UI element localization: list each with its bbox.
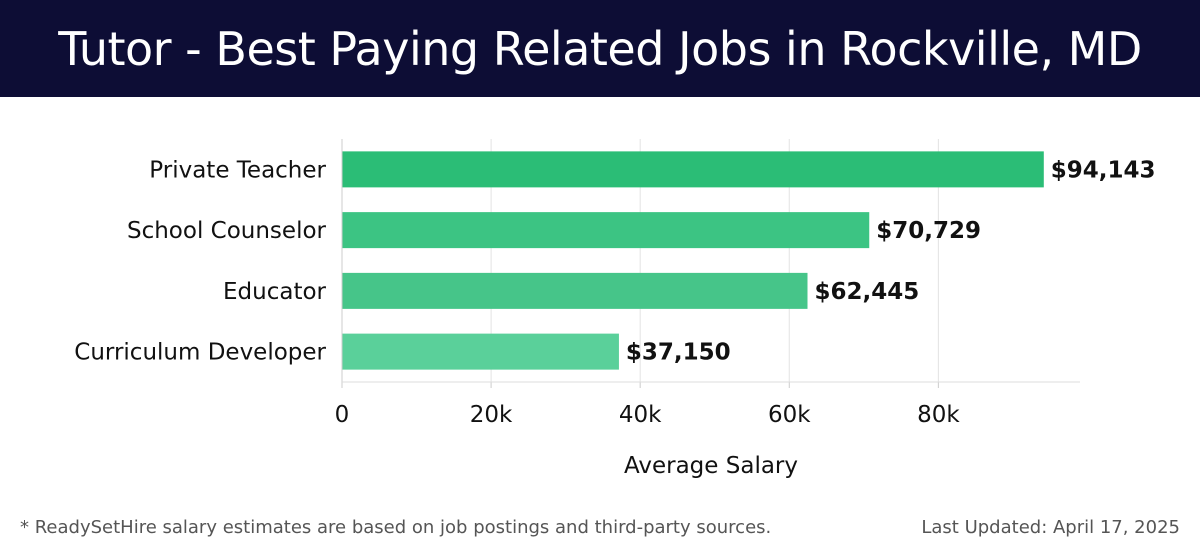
footer-disclaimer: * ReadySetHire salary estimates are base… — [20, 517, 772, 538]
bar — [342, 151, 1044, 188]
header-banner: Tutor - Best Paying Related Jobs in Rock… — [0, 0, 1200, 97]
axes — [341, 139, 1080, 388]
last-updated-text: Last Updated: April 17, 2025 — [921, 517, 1180, 538]
category-label: School Counselor — [127, 218, 327, 244]
x-tick-label: 20k — [470, 402, 513, 428]
x-tick-label: 0 — [335, 402, 350, 428]
x-tick-label: 60k — [768, 402, 811, 428]
value-label: $94,143 — [1051, 157, 1156, 183]
value-label: $70,729 — [876, 218, 981, 244]
value-label: $37,150 — [626, 340, 731, 366]
bars — [342, 151, 1044, 370]
x-tick-label: 80k — [917, 402, 960, 428]
page-title: Tutor - Best Paying Related Jobs in Rock… — [58, 21, 1142, 76]
category-label: Curriculum Developer — [74, 340, 326, 366]
value-label: $62,445 — [814, 279, 919, 305]
bar — [342, 272, 808, 309]
x-tick-label: 40k — [619, 402, 662, 428]
category-label: Private Teacher — [149, 157, 326, 183]
bar — [342, 333, 619, 370]
labels: 0 20k 40k 60k 80k Private Teacher $94,143 Schoo… — [74, 157, 1155, 428]
salary-bar-chart: 0 20k 40k 60k 80k Private Teacher $94,143 Schoo… — [74, 139, 1156, 479]
category-label: Educator — [223, 279, 327, 305]
x-axis-title: Average Salary — [624, 453, 798, 479]
bar — [342, 212, 870, 249]
